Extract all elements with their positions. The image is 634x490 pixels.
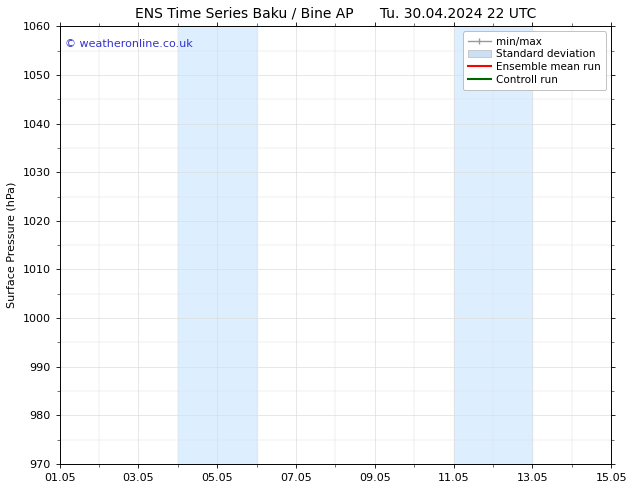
Text: © weatheronline.co.uk: © weatheronline.co.uk	[65, 39, 193, 49]
Y-axis label: Surface Pressure (hPa): Surface Pressure (hPa)	[7, 182, 17, 308]
Bar	[454, 26, 533, 464]
Title: ENS Time Series Baku / Bine AP      Tu. 30.04.2024 22 UTC: ENS Time Series Baku / Bine AP Tu. 30.04…	[135, 7, 536, 21]
Bar	[178, 26, 257, 464]
Legend: min/max, Standard deviation, Ensemble mean run, Controll run: min/max, Standard deviation, Ensemble me…	[463, 31, 606, 90]
